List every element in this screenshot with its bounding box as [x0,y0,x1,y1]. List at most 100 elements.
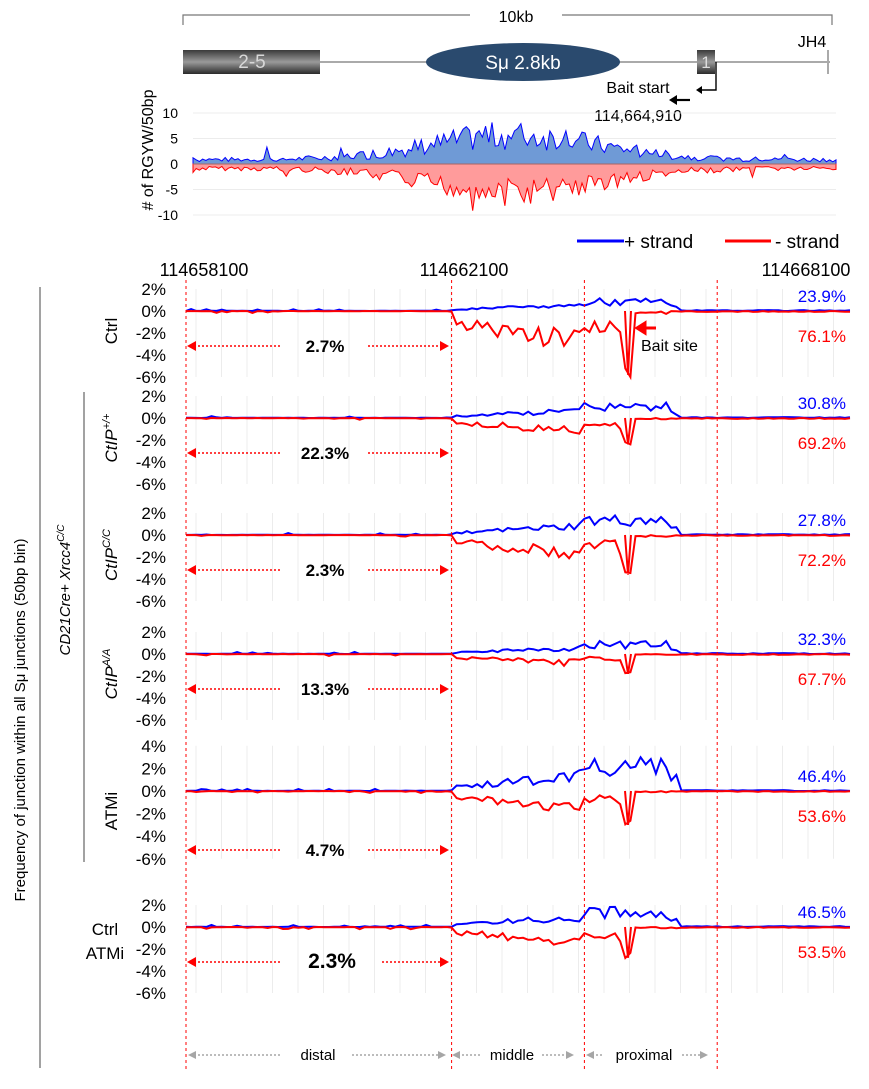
minus-strand-percent: 67.7% [798,670,846,689]
genotype-group-label: CD21Cre+ Xrcc4C/C [56,524,74,656]
y-tick-label: -2% [136,805,166,824]
y-tick-label: -6% [136,850,166,869]
y-axis-label: Frequency of junction within all Sμ junc… [12,538,29,901]
x-tick-label: 114658100 [160,260,249,280]
legend-plus-label: + strand [624,232,693,253]
exon-2-5-label: 2-5 [238,52,265,73]
bait-coordinate: 114,664,910 [594,108,682,125]
y-tick-label: 0% [141,782,166,801]
promoter-arrow-head [696,86,702,94]
junction-panel: 4% 2% 0% -2% -4% -6% ATMi 46.4% 53.6% 4.7% [102,737,851,869]
minus-strand-trace [186,652,851,675]
plus-strand-trace [186,400,851,420]
y-tick-label: -6% [136,984,166,1003]
segment-label-middle: middle [490,1047,534,1064]
rgyw-y-tick-label: -10 [158,207,178,223]
y-tick-label: 2% [141,623,166,642]
distal-percent: 2.7% [306,337,345,356]
panel-genotype-label: CtIP+/+ [101,413,121,463]
y-tick-label: 2% [141,896,166,915]
promoter-arrow [702,62,717,91]
plus-strand-percent: 30.8% [798,394,846,413]
rgyw-y-tick-label: -5 [166,182,179,198]
minus-strand-trace [185,925,851,960]
panel-genotype-label: Ctrl [92,920,118,939]
minus-strand-percent: 76.1% [798,327,846,346]
plus-strand-trace [186,513,851,537]
strand-legend: + strand - strand [577,232,839,253]
y-tick-label: 0% [141,526,166,545]
plus-strand-percent: 32.3% [798,630,846,649]
junction-panel: 2% 0% -2% -4% -6% CtIPA/A 32.3% 67.7% 13.3% [101,623,851,730]
panel-genotype-label: CtIPA/A [101,649,121,700]
y-tick-label: 4% [141,737,166,756]
su-ellipse [426,43,620,81]
plus-strand-percent: 27.8% [798,511,846,530]
rgyw-y-tick-label: 10 [162,105,178,121]
rgyw-y-axis-label: # of RGYW/50bp [140,89,157,210]
y-tick-label: -4% [136,346,166,365]
genotype-base: CtIP [102,429,121,463]
distal-percent: 22.3% [301,444,349,463]
genotype-group-base: CD21Cre+ Xrcc4 [57,542,74,656]
rgyw-y-tick-label: 0 [170,156,178,172]
minus-strand-trace [185,533,851,575]
genotype-group-sup: C/C [56,524,67,542]
junction-panel: 2% 0% -2% -4% -6% Ctrl 23.9% 76.1% 2.7% Bait site [102,280,851,387]
scale-bracket [182,14,833,25]
minus-strand-percent: 53.6% [798,807,846,826]
bait-start-arrow-head [669,95,677,105]
genotype-base: CtIP [102,547,121,581]
panel-genotype-label: Ctrl [102,318,121,344]
panel-genotype-label: CtIPC/C [101,529,121,581]
bait-site-arrow [634,320,656,336]
y-tick-label: 2% [141,759,166,778]
y-tick-label: 0% [141,409,166,428]
legend-minus-label: - strand [775,232,839,253]
bait-start-label: Bait start [606,80,670,97]
y-tick-label: -2% [136,324,166,343]
distal-percent: 2.3% [306,561,345,580]
plus-strand-percent: 23.9% [798,287,846,306]
minus-strand-trace [186,309,850,381]
locus-map: 10kb 2-5 Sμ 2.8kb 1 JH4 Bait start 114,6… [182,9,833,125]
y-tick-label: 0% [141,302,166,321]
su-label: Sμ 2.8kb [485,53,560,74]
minus-strand-percent: 72.2% [798,551,846,570]
minus-strand-trace [186,416,851,446]
panel-genotype-label: ATMi [102,792,121,830]
minus-strand-percent: 69.2% [798,434,846,453]
y-tick-label: -6% [136,368,166,387]
bait-site-label: Bait site [641,338,698,355]
distal-percent: 4.7% [306,841,345,860]
y-tick-label: -4% [136,689,166,708]
genotype-sup: A/A [101,649,113,668]
x-tick-label: 114662100 [420,260,509,280]
y-tick-label: 2% [141,504,166,523]
y-tick-label: 0% [141,918,166,937]
distal-percent: 2.3% [308,950,356,973]
exon-1-label: 1 [701,53,710,72]
y-tick-label: -2% [136,431,166,450]
y-tick-label: -6% [136,592,166,611]
minus-strand-trace [185,789,851,827]
plus-strand-trace [186,639,851,656]
y-tick-label: -4% [136,570,166,589]
y-tick-label: 2% [141,387,166,406]
segment-label-proximal: proximal [616,1047,673,1064]
y-tick-label: 0% [141,645,166,664]
junction-panel: 2% 0% -2% -4% -6% CtIPC/C 27.8% 72.2% 2.3% [101,504,851,611]
y-tick-label: -4% [136,453,166,472]
plus-strand-trace [185,297,851,313]
rgyw-y-tick-label: 5 [170,131,178,147]
jh4-label: JH4 [798,34,827,51]
segment-boundaries [185,280,718,1070]
genotype-base: ATMi [102,792,121,830]
panel-genotype-label-line2: ATMi [86,944,124,963]
y-tick-label: 2% [141,280,166,299]
y-tick-label: -4% [136,962,166,981]
segment-labels: distal middle proximal [188,1047,708,1064]
scale-label: 10kb [499,9,534,26]
y-tick-label: -6% [136,711,166,730]
